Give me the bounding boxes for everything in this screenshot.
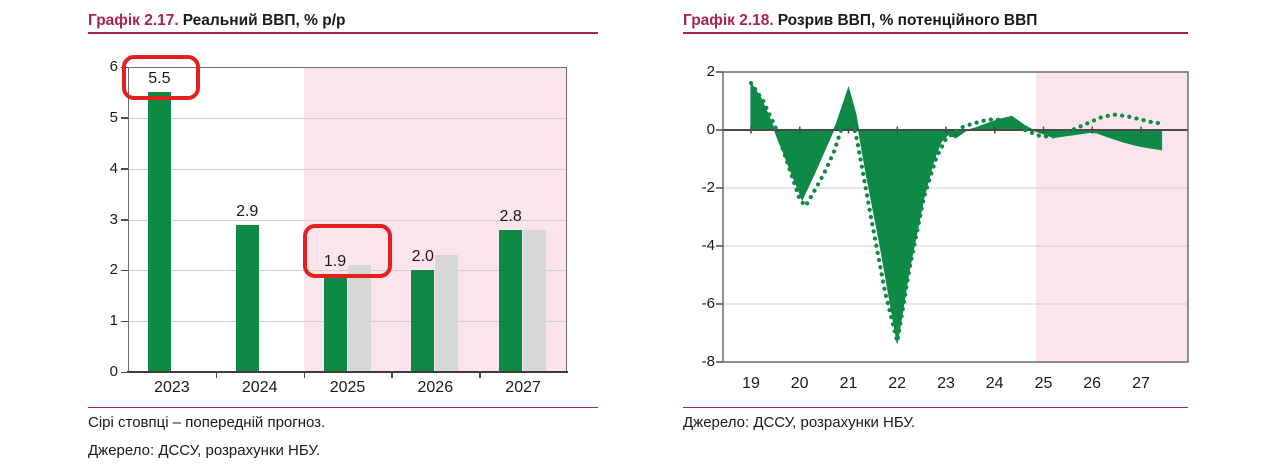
right-forecast-region <box>1036 72 1188 362</box>
x-axis-label: 23 <box>937 375 955 392</box>
bar-value-label: 2.9 <box>236 202 259 220</box>
y-axis-label: 4 <box>109 159 118 177</box>
x-axis-label: 25 <box>1034 375 1053 392</box>
x-axis-label: 26 <box>1083 375 1102 392</box>
x-axis-label: 24 <box>985 375 1004 392</box>
left-chart-source: Джерело: ДССУ, розрахунки НБУ. <box>88 442 321 459</box>
bar-2027-current <box>499 229 523 372</box>
y-axis-label: -2 <box>701 179 715 196</box>
x-axis-label: 20 <box>790 375 809 392</box>
x-axis-label: 2024 <box>241 379 278 396</box>
bar-value-label: 2.8 <box>499 207 522 225</box>
bar-value-label: 5.5 <box>148 70 171 88</box>
x-axis-label: 27 <box>1132 375 1150 392</box>
bar-2025-previous-forecast <box>347 265 371 372</box>
x-axis-label: 19 <box>742 375 760 392</box>
x-tick <box>215 373 218 379</box>
x-axis-label: 2023 <box>154 379 190 396</box>
y-axis-label: 5 <box>109 108 118 126</box>
left-chart-title: Графік 2.17. Реальний ВВП, % р/р <box>88 12 345 30</box>
right-chart-source: Джерело: ДССУ, розрахунки НБУ. <box>683 414 916 431</box>
gridline <box>129 219 566 221</box>
left-x-axis-line <box>127 370 568 374</box>
right-title-underline <box>683 32 1188 34</box>
y-axis-label: -6 <box>701 295 715 312</box>
y-axis-label: -4 <box>701 237 715 254</box>
left-chart-note: Сірі стовпці – попередній прогноз. <box>88 414 326 431</box>
bar-2026-current <box>411 270 435 372</box>
left-chart-title-text: Реальний ВВП, % р/р <box>182 12 346 29</box>
bar-2026-previous-forecast <box>435 255 459 372</box>
x-axis-label: 21 <box>839 375 858 392</box>
x-axis-label: 2027 <box>505 379 541 396</box>
right-chart-title: Графік 2.18. Розрив ВВП, % потенційного В… <box>683 12 1037 30</box>
right-footer-rule <box>683 407 1188 409</box>
y-tick <box>121 219 128 221</box>
left-chart-number: Графік 2.17. <box>88 12 179 29</box>
y-tick <box>121 168 128 170</box>
bar-value-label: 2.0 <box>411 248 434 266</box>
highlight-box-1-9 <box>303 224 392 278</box>
x-axis-label: 2026 <box>417 379 454 396</box>
x-axis-label: 2025 <box>329 379 366 396</box>
bar-2025-current <box>323 275 347 372</box>
bar-value-label: 1.9 <box>323 253 347 271</box>
gridline <box>129 168 566 170</box>
y-axis-label: -8 <box>701 353 715 370</box>
y-tick <box>121 117 128 119</box>
right-plot-frame <box>722 71 1189 363</box>
left-footer-rule <box>88 407 598 409</box>
y-axis-label: 0 <box>706 121 715 138</box>
x-tick <box>391 373 393 379</box>
right-chart-number: Графік 2.18. <box>683 12 774 29</box>
y-axis-label: 2 <box>706 63 715 80</box>
y-axis-label: 0 <box>109 363 118 380</box>
left-title-underline <box>88 32 598 34</box>
y-axis-label: 6 <box>109 58 118 75</box>
highlight-box-5-5 <box>122 55 200 100</box>
bar-2027-previous-forecast <box>523 229 547 372</box>
y-axis-label: 1 <box>109 312 118 330</box>
x-tick <box>479 373 481 379</box>
gdp-gap-dotted-line <box>748 80 1164 343</box>
x-axis-label: 22 <box>888 375 907 392</box>
y-tick <box>121 371 128 373</box>
bar-2024-current <box>235 224 259 372</box>
bar-2023-current <box>147 92 171 372</box>
y-axis-label: 2 <box>109 261 118 279</box>
right-chart-title-text: Розрив ВВП, % потенційного ВВП <box>777 12 1038 29</box>
gridline <box>129 117 566 119</box>
y-axis-label: 3 <box>109 210 118 228</box>
y-tick <box>121 269 128 272</box>
y-tick <box>121 320 128 323</box>
x-tick <box>303 373 306 379</box>
